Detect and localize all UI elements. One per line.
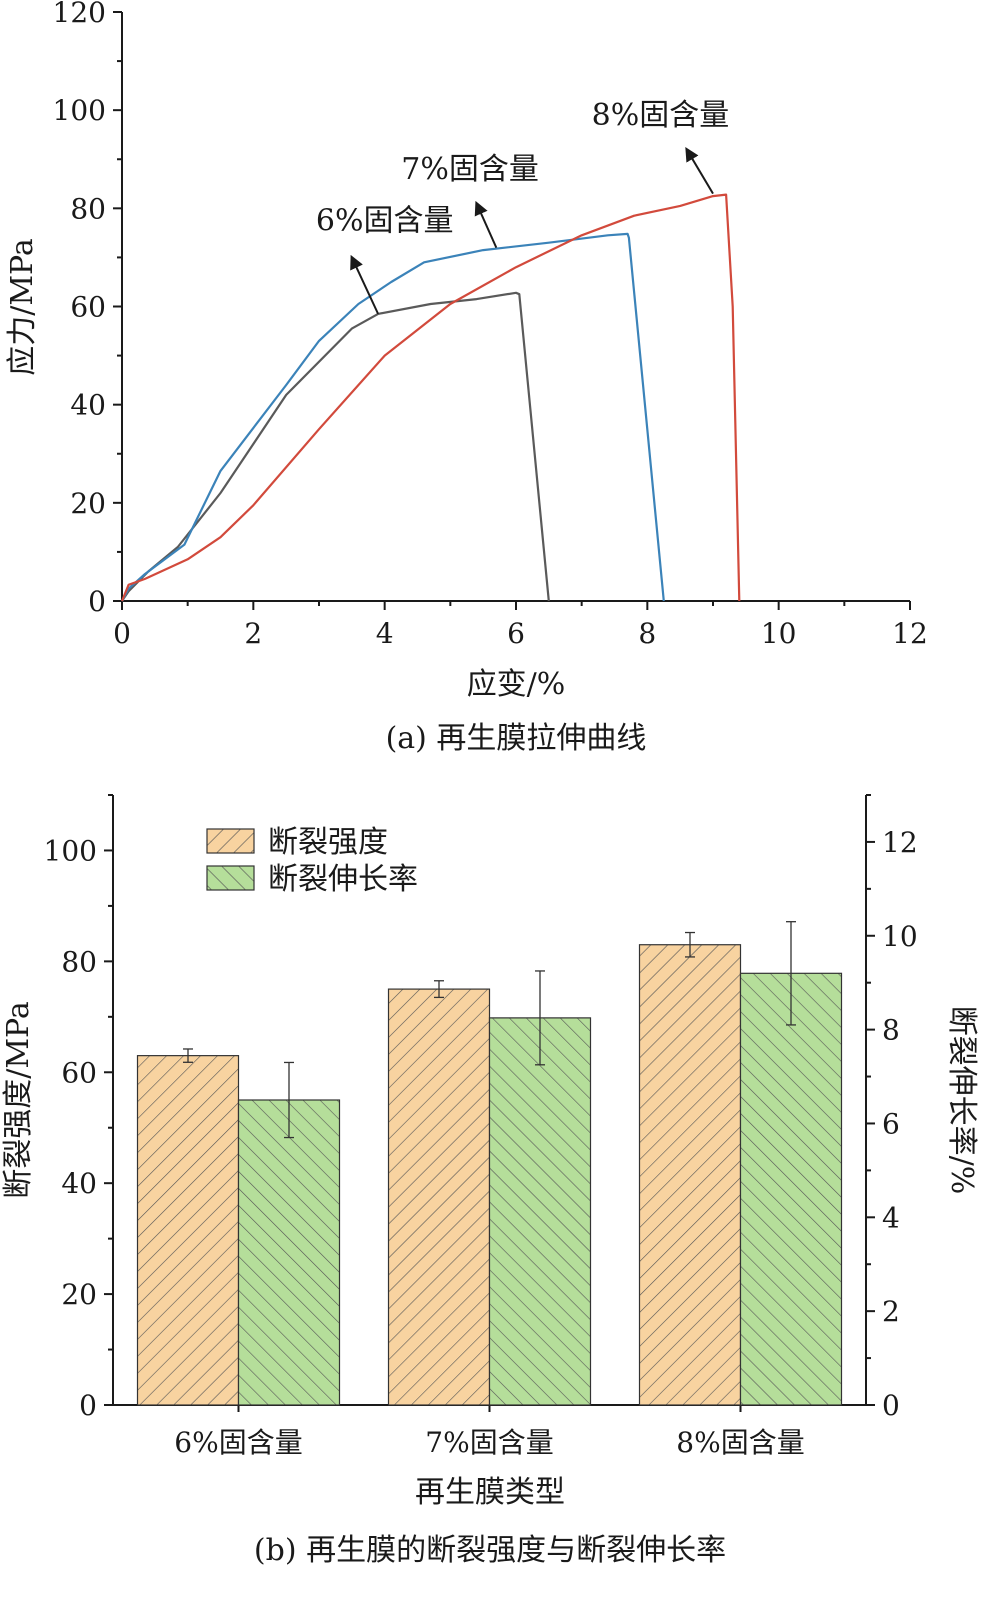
legend-label-elongation: 断裂伸长率	[268, 862, 418, 897]
bar-right-tick-label: 2	[882, 1295, 900, 1328]
tensile-y-tick-label: 120	[53, 0, 106, 29]
tensile-x-tick-label: 2	[244, 617, 262, 650]
tensile-y-tick-label: 0	[88, 585, 106, 618]
tensile-x-axis-title: 应变/%	[467, 667, 566, 702]
tensile-curves	[120, 193, 741, 602]
tensile-curve-8pct	[120, 193, 741, 602]
legend-swatch-strength	[206, 828, 255, 854]
bar-strength	[387, 988, 491, 1406]
bar-right-tick-label: 8	[882, 1014, 900, 1047]
bar-strength	[638, 944, 742, 1406]
series-label-text: 7%固含量	[401, 152, 539, 187]
tensile-y-tick-label: 60	[70, 291, 106, 324]
bar-elongation	[237, 1099, 341, 1406]
series-label-arrow	[350, 254, 380, 315]
bar-category-label: 7%固含量	[425, 1426, 553, 1459]
bar-marks	[136, 921, 843, 1406]
tensile-x-tick-label: 8	[638, 617, 656, 650]
bar-right-tick-label: 0	[882, 1389, 900, 1422]
bar-right-tick-label: 12	[882, 826, 918, 859]
tensile-y-tick-label: 20	[70, 487, 106, 520]
tensile-x-tick-label: 0	[113, 617, 131, 650]
tensile-x-tick-label: 10	[761, 617, 797, 650]
legend-swatch-elongation	[206, 865, 255, 891]
tensile-x-tick-label: 12	[892, 617, 928, 650]
bar-strength	[136, 1055, 240, 1406]
tensile-curve-7pct	[121, 232, 665, 602]
tensile-x-tick-label: 4	[376, 617, 394, 650]
tensile-y-tick-label: 100	[53, 94, 106, 127]
bar-left-tick-label: 60	[61, 1056, 97, 1089]
tensile-series-labels: 6%固含量 7%固含量 8%固含量	[316, 98, 730, 315]
tensile-caption: (a) 再生膜拉伸曲线	[386, 721, 647, 756]
bar-right-tick-label: 4	[882, 1201, 900, 1234]
bar-category-label: 6%固含量	[174, 1426, 302, 1459]
bar-caption: (b) 再生膜的断裂强度与断裂伸长率	[254, 1533, 726, 1568]
tensile-y-axis-title: 应力/MPa	[5, 238, 40, 376]
bar-left-tick-label: 80	[61, 945, 97, 978]
bar-elongation	[488, 1017, 592, 1406]
series-label-text: 6%固含量	[316, 203, 454, 238]
bar-right-tick-label: 10	[882, 920, 918, 953]
bar-left-axis-title: 断裂强度/MPa	[1, 1001, 36, 1199]
bar-right-axis-title: 断裂伸长率/%	[944, 1006, 979, 1195]
bar-left-tick-label: 40	[61, 1167, 97, 1200]
bar-left-tick-label: 100	[44, 834, 97, 867]
tensile-y-tick-label: 40	[70, 389, 106, 422]
bar-axes: 0 20 40 60 80 100 0 2 4 6 8 10 12 6%固含量 7%固含量 8%固含量	[44, 794, 918, 1459]
bar-category-label: 8%固含量	[676, 1426, 804, 1459]
legend-label-strength: 断裂强度	[268, 825, 388, 860]
tensile-curve-6pct	[121, 291, 550, 602]
bar-x-axis-title: 再生膜类型	[415, 1475, 565, 1510]
bar-left-tick-label: 20	[61, 1278, 97, 1311]
series-label-arrow	[474, 200, 498, 249]
bar-left-tick-label: 0	[79, 1389, 97, 1422]
series-label-text: 8%固含量	[592, 98, 730, 133]
bar-legend: 断裂强度 断裂伸长率	[206, 825, 418, 897]
strength-bar-panel: 0 20 40 60 80 100 0 2 4 6 8 10 12 6%固含量 7%固含量 8%固含量 断裂强…	[1, 794, 979, 1568]
tensile-y-tick-label: 80	[70, 192, 106, 225]
tensile-x-tick-label: 6	[507, 617, 525, 650]
bar-right-tick-label: 6	[882, 1107, 900, 1140]
series-label-arrow	[685, 147, 714, 195]
bar-elongation	[739, 972, 843, 1406]
